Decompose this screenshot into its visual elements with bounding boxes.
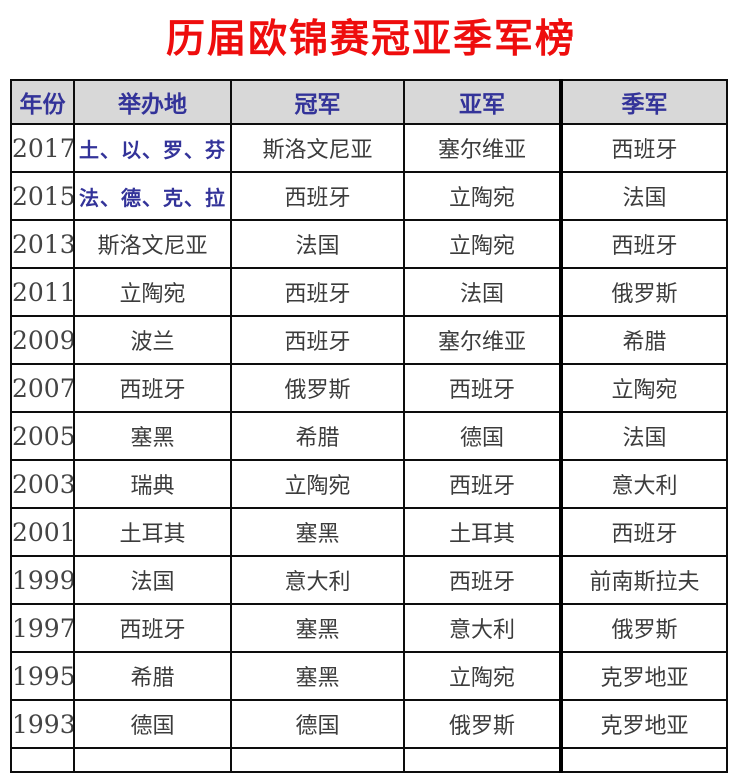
runner-up-cell: 立陶宛	[403, 171, 562, 221]
runner-up-cell: 西班牙	[403, 363, 562, 413]
table-row: 1995 希腊 塞黑 立陶宛 克罗地亚	[10, 651, 728, 701]
host-cell: 瑞典	[73, 459, 232, 509]
table-row: 2003 瑞典 立陶宛 西班牙 意大利	[10, 459, 728, 509]
year-cell: 2009	[10, 315, 75, 365]
third-cell: 希腊	[559, 315, 728, 365]
runner-up-cell: 德国	[403, 411, 562, 461]
year-cell: 1995	[10, 651, 75, 701]
table-row: 2013 斯洛文尼亚 法国 立陶宛 西班牙	[10, 219, 728, 269]
table-row: 2017 土、以、罗、芬 斯洛文尼亚 塞尔维亚 西班牙	[10, 123, 728, 173]
runner-up-cell	[403, 747, 562, 773]
page-title: 历届欧锦赛冠亚季军榜	[165, 16, 576, 62]
host-cell: 西班牙	[73, 363, 232, 413]
third-cell: 意大利	[559, 459, 728, 509]
host-cell	[73, 747, 232, 773]
year-cell: 2015	[10, 171, 75, 221]
champion-cell: 意大利	[230, 555, 405, 605]
third-cell: 西班牙	[559, 507, 728, 557]
year-cell: 2013	[10, 219, 75, 269]
year-cell: 2005	[10, 411, 75, 461]
host-cell: 西班牙	[73, 603, 232, 653]
table-row: 1993 德国 德国 俄罗斯 克罗地亚	[10, 699, 728, 749]
runner-up-cell: 立陶宛	[403, 219, 562, 269]
champion-cell: 希腊	[230, 411, 405, 461]
third-cell: 立陶宛	[559, 363, 728, 413]
table-row: 2015 法、德、克、拉 西班牙 立陶宛 法国	[10, 171, 728, 221]
table-header: 年份 举办地 冠军 亚军 季军	[10, 79, 728, 125]
year-cell: 1997	[10, 603, 75, 653]
runner-up-cell: 立陶宛	[403, 651, 562, 701]
runner-up-cell: 西班牙	[403, 459, 562, 509]
table-row: 2001 土耳其 塞黑 土耳其 西班牙	[10, 507, 728, 557]
host-cell: 斯洛文尼亚	[73, 219, 232, 269]
champion-cell: 塞黑	[230, 507, 405, 557]
header-runner-up: 亚军	[403, 79, 562, 125]
third-cell: 西班牙	[559, 219, 728, 269]
runner-up-cell: 塞尔维亚	[403, 123, 562, 173]
year-cell: 1999	[10, 555, 75, 605]
champion-cell: 西班牙	[230, 315, 405, 365]
host-cell: 波兰	[73, 315, 232, 365]
third-cell: 俄罗斯	[559, 603, 728, 653]
year-cell: 1993	[10, 699, 75, 749]
third-cell	[559, 747, 728, 773]
table-row: 2005 塞黑 希腊 德国 法国	[10, 411, 728, 461]
header-host: 举办地	[73, 79, 232, 125]
header-row: 年份 举办地 冠军 亚军 季军	[10, 79, 728, 125]
year-cell: 2017	[10, 123, 75, 173]
runner-up-cell: 意大利	[403, 603, 562, 653]
host-cell: 土、以、罗、芬	[73, 123, 232, 173]
third-cell: 法国	[559, 171, 728, 221]
third-cell: 前南斯拉夫	[559, 555, 728, 605]
champion-cell: 斯洛文尼亚	[230, 123, 405, 173]
third-cell: 法国	[559, 411, 728, 461]
host-cell: 立陶宛	[73, 267, 232, 317]
year-cell	[10, 747, 75, 773]
header-champion: 冠军	[230, 79, 405, 125]
partial-clipped-row	[10, 747, 728, 773]
year-cell: 2011	[10, 267, 75, 317]
champion-cell	[230, 747, 405, 773]
runner-up-cell: 法国	[403, 267, 562, 317]
runner-up-cell: 西班牙	[403, 555, 562, 605]
runner-up-cell: 塞尔维亚	[403, 315, 562, 365]
header-year: 年份	[10, 79, 75, 125]
champion-cell: 西班牙	[230, 267, 405, 317]
champion-cell: 塞黑	[230, 651, 405, 701]
host-cell: 法国	[73, 555, 232, 605]
year-cell: 2007	[10, 363, 75, 413]
champion-cell: 俄罗斯	[230, 363, 405, 413]
third-cell: 克罗地亚	[559, 651, 728, 701]
table-row: 2007 西班牙 俄罗斯 西班牙 立陶宛	[10, 363, 728, 413]
third-cell: 西班牙	[559, 123, 728, 173]
host-cell: 法、德、克、拉	[73, 171, 232, 221]
champion-cell: 塞黑	[230, 603, 405, 653]
table-row: 2009 波兰 西班牙 塞尔维亚 希腊	[10, 315, 728, 365]
champion-cell: 西班牙	[230, 171, 405, 221]
header-third: 季军	[559, 79, 728, 125]
third-cell: 克罗地亚	[559, 699, 728, 749]
table-body: 2017 土、以、罗、芬 斯洛文尼亚 塞尔维亚 西班牙 2015 法、德、克、拉…	[10, 123, 728, 773]
year-cell: 2001	[10, 507, 75, 557]
champion-cell: 法国	[230, 219, 405, 269]
third-cell: 俄罗斯	[559, 267, 728, 317]
champion-cell: 立陶宛	[230, 459, 405, 509]
table-row: 1999 法国 意大利 西班牙 前南斯拉夫	[10, 555, 728, 605]
host-cell: 德国	[73, 699, 232, 749]
year-cell: 2003	[10, 459, 75, 509]
championship-table: 年份 举办地 冠军 亚军 季军 2017 土、以、罗、芬 斯洛文尼亚 塞尔维亚 …	[10, 79, 728, 773]
host-cell: 希腊	[73, 651, 232, 701]
runner-up-cell: 土耳其	[403, 507, 562, 557]
host-cell: 土耳其	[73, 507, 232, 557]
table-row: 2011 立陶宛 西班牙 法国 俄罗斯	[10, 267, 728, 317]
runner-up-cell: 俄罗斯	[403, 699, 562, 749]
champion-cell: 德国	[230, 699, 405, 749]
table-row: 1997 西班牙 塞黑 意大利 俄罗斯	[10, 603, 728, 653]
host-cell: 塞黑	[73, 411, 232, 461]
